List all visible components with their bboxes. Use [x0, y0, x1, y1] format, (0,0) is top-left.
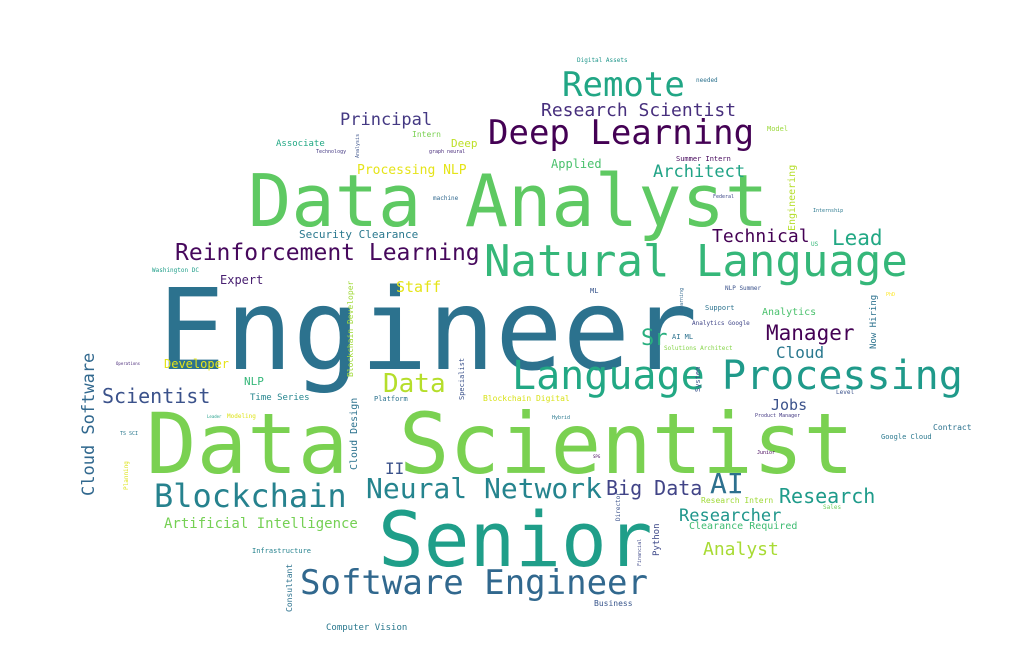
word-research: Research: [779, 484, 876, 508]
word-system: System: [694, 366, 702, 392]
word-researcher: Researcher: [679, 506, 782, 526]
word-senior: Senior: [378, 495, 653, 584]
word-cloud: Cloud: [776, 343, 825, 362]
word-specialist: Specialist: [458, 357, 466, 400]
word-leader: Leader: [207, 414, 222, 419]
word-reinforcement-learning: Reinforcement Learning: [175, 240, 480, 266]
word-summer-intern: Summer Intern: [676, 155, 731, 163]
word-manager: Manager: [766, 321, 855, 345]
word-lead: Lead: [832, 226, 883, 250]
word-associate: Associate: [276, 139, 325, 149]
word-blockchain: Blockchain: [154, 477, 347, 515]
word-digital-assets: Digital Assets: [577, 57, 628, 64]
word-us: US: [811, 241, 819, 248]
word-processing-nlp: Processing NLP: [357, 163, 467, 178]
word-software-engineer: Software Engineer: [300, 563, 648, 603]
word-python: Python: [652, 523, 662, 556]
word-ai-ml: AI ML: [672, 333, 694, 341]
word-business: Business: [594, 599, 633, 608]
word-graph-neural: graph neural: [429, 149, 466, 155]
word-principal: Principal: [340, 110, 433, 130]
word-consultant: Consultant: [285, 563, 294, 612]
word-staff: Staff: [396, 278, 442, 296]
word-research-scientist: Research Scientist: [541, 100, 737, 121]
word-internship: Internship: [813, 208, 844, 214]
word-processing: Processing: [722, 353, 963, 399]
word-planning: Planning: [123, 461, 130, 490]
word-operations: Operations: [116, 361, 141, 366]
word-scientist: Scientist: [102, 384, 211, 408]
word-technology: Technology: [316, 149, 347, 155]
word-deep: Deep: [451, 137, 478, 150]
word-modeling: Modeling: [227, 413, 256, 420]
word-deep-learning: Deep Learning: [488, 113, 755, 153]
word-research-intern: Research Intern: [701, 496, 774, 505]
word-blockchain-digital: Blockchain Digital: [483, 394, 570, 403]
word-infrastructure: Infrastructure: [252, 547, 312, 555]
word-ml: ML: [590, 287, 599, 295]
word-federal: Federal: [713, 194, 735, 200]
word-analyst: Analyst: [703, 539, 779, 560]
word-spg: SPG: [593, 454, 601, 459]
word-clearance-required: Clearance Required: [689, 521, 798, 532]
word-model: Model: [767, 125, 789, 133]
word-now-hiring: Now Hiring: [869, 294, 879, 349]
word-big-data: Big Data: [606, 476, 703, 500]
word-financial: Financial: [637, 538, 643, 566]
word-engineer: Engineer: [158, 266, 698, 396]
word-support: Support: [705, 304, 735, 312]
word-cloud-design: Cloud Design: [349, 397, 360, 470]
word-computer-vision: Computer Vision: [326, 623, 408, 633]
word-junior: Junior: [757, 450, 776, 456]
word-technical: Technical: [712, 226, 810, 247]
word-artificial-intelligence: Artificial Intelligence: [164, 516, 358, 532]
word-director: Director: [615, 492, 622, 521]
word-machine: machine: [433, 195, 459, 202]
word-contract: Contract: [933, 423, 972, 432]
word-hybrid: Hybrid: [552, 415, 571, 421]
word-natural-language: Natural Language: [484, 236, 908, 287]
word-intern: Intern: [412, 130, 441, 139]
word-phd: PhD: [886, 292, 896, 298]
word-needed: needed: [696, 77, 718, 84]
word-cloud-software: Cloud Software: [79, 352, 99, 496]
word-washington-dc: Washington DC: [152, 267, 199, 274]
word-sr: Sr: [641, 326, 668, 351]
word-nlp-summer: NLP Summer: [725, 285, 762, 292]
word-learning: Learning: [679, 287, 685, 312]
word-language: Language: [512, 353, 705, 399]
word-nlp: NLP: [244, 375, 264, 388]
word-blockchain-developer: Blockchain Developer: [346, 280, 355, 377]
word-data-analyst: Data Analyst: [248, 159, 769, 243]
word-ai: AI: [710, 467, 744, 500]
word-data: Data: [383, 369, 446, 399]
word-analysis: Analysis: [355, 133, 361, 158]
word-platform: Platform: [374, 395, 408, 403]
word-remote: Remote: [562, 65, 685, 105]
word-sales: Sales: [823, 504, 842, 511]
word-level: Level: [836, 389, 855, 396]
word-engineering: Engineering: [787, 164, 798, 231]
word-google-cloud: Google Cloud: [881, 433, 932, 441]
word-architect: Architect: [653, 162, 746, 182]
word-neural-network: Neural Network: [366, 472, 603, 505]
word-solutions-architect: Solutions Architect: [664, 345, 733, 352]
word-data-scientist: Data Scientist: [146, 395, 855, 493]
word-security-clearance: Security Clearance: [299, 228, 419, 241]
word-ii: II: [385, 459, 405, 478]
word-product-manager: Product Manager: [755, 413, 801, 419]
word-jobs: Jobs: [771, 396, 808, 414]
word-analytics: Analytics: [762, 307, 817, 318]
word-ts-sci: TS SCI: [120, 431, 139, 437]
word-developer: Developer: [164, 357, 230, 371]
word-applied: Applied: [551, 157, 602, 171]
word-analytics-google: Analytics Google: [692, 320, 750, 327]
word-time-series: Time Series: [250, 393, 310, 403]
word-expert: Expert: [220, 273, 264, 287]
